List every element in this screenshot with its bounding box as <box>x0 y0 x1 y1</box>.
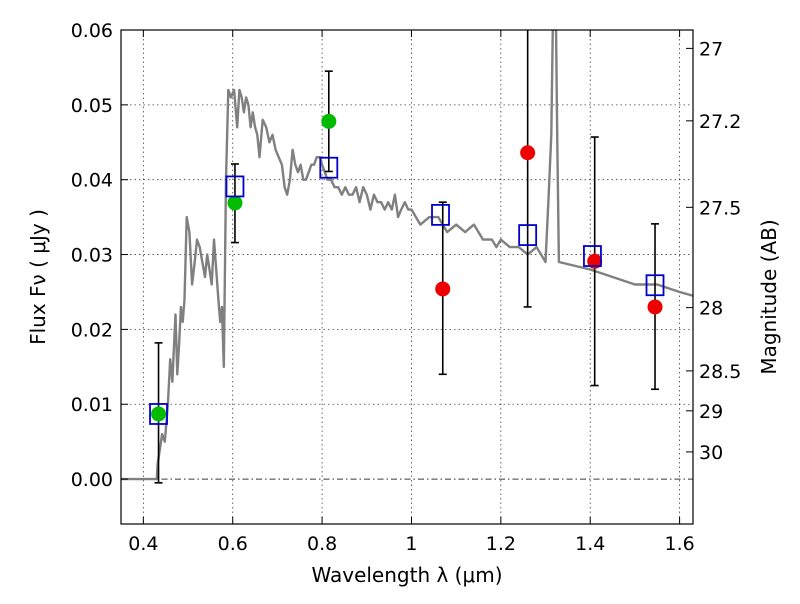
model-spectrum <box>121 30 693 481</box>
x-tick-label: 0.8 <box>307 533 337 555</box>
plot-frame <box>120 29 694 525</box>
model-spectrum-line <box>121 30 693 481</box>
red-data-point <box>520 145 536 161</box>
x-tick-label: 1 <box>405 533 417 555</box>
mag-tick-label: 28 <box>699 298 723 320</box>
green-data-point <box>151 406 167 422</box>
red-data-point <box>587 253 603 269</box>
y-tick-label: 0.00 <box>71 469 113 491</box>
model-photometry-box <box>149 403 168 425</box>
x-tick-label: 0.6 <box>218 533 248 555</box>
data-points <box>151 113 663 422</box>
axis-ticks <box>121 29 693 524</box>
model-photometry-box <box>583 245 602 267</box>
tick-labels: 0.4 0.6 0.8 1 1.2 1.4 1.6 0.00 0.01 0.02 0.03 0.04 0… <box>71 20 742 555</box>
model-photometry-box <box>518 224 538 246</box>
mag-tick-label: 27.2 <box>699 111 741 133</box>
y-tick-label: 0.05 <box>71 95 113 117</box>
x-tick-label: 0.4 <box>128 533 158 555</box>
mag-tick-label: 29 <box>699 401 723 423</box>
model-photometry-boxes <box>149 156 665 425</box>
x-tick-label: 1.6 <box>664 533 694 555</box>
y-tick-label: 0.06 <box>71 20 113 42</box>
green-data-point <box>227 195 243 211</box>
x-tick-label: 1.2 <box>486 533 516 555</box>
x-axis-label: Wavelength λ (μm) <box>311 563 502 587</box>
mag-tick-label: 27.5 <box>699 197 741 219</box>
red-data-point <box>435 281 451 297</box>
mag-tick-label: 30 <box>699 442 723 464</box>
y-axis-label: Flux Fν ( μJy ) <box>26 209 50 345</box>
red-data-point <box>647 299 663 315</box>
model-photometry-box <box>225 175 245 198</box>
y-tick-label: 0.02 <box>71 319 113 341</box>
green-data-point <box>321 113 337 129</box>
y-tick-label: 0.01 <box>71 394 113 416</box>
y-tick-label: 0.03 <box>71 245 113 267</box>
y2-axis-label: Magnitude (AB) <box>757 219 781 374</box>
mag-tick-label: 28.5 <box>699 361 741 383</box>
model-photometry-box <box>319 156 339 179</box>
model-photometry-box <box>645 274 665 297</box>
x-tick-label: 1.4 <box>575 533 605 555</box>
y-tick-label: 0.04 <box>71 170 113 192</box>
model-photometry-box <box>431 203 450 226</box>
mag-tick-label: 27 <box>699 38 723 60</box>
